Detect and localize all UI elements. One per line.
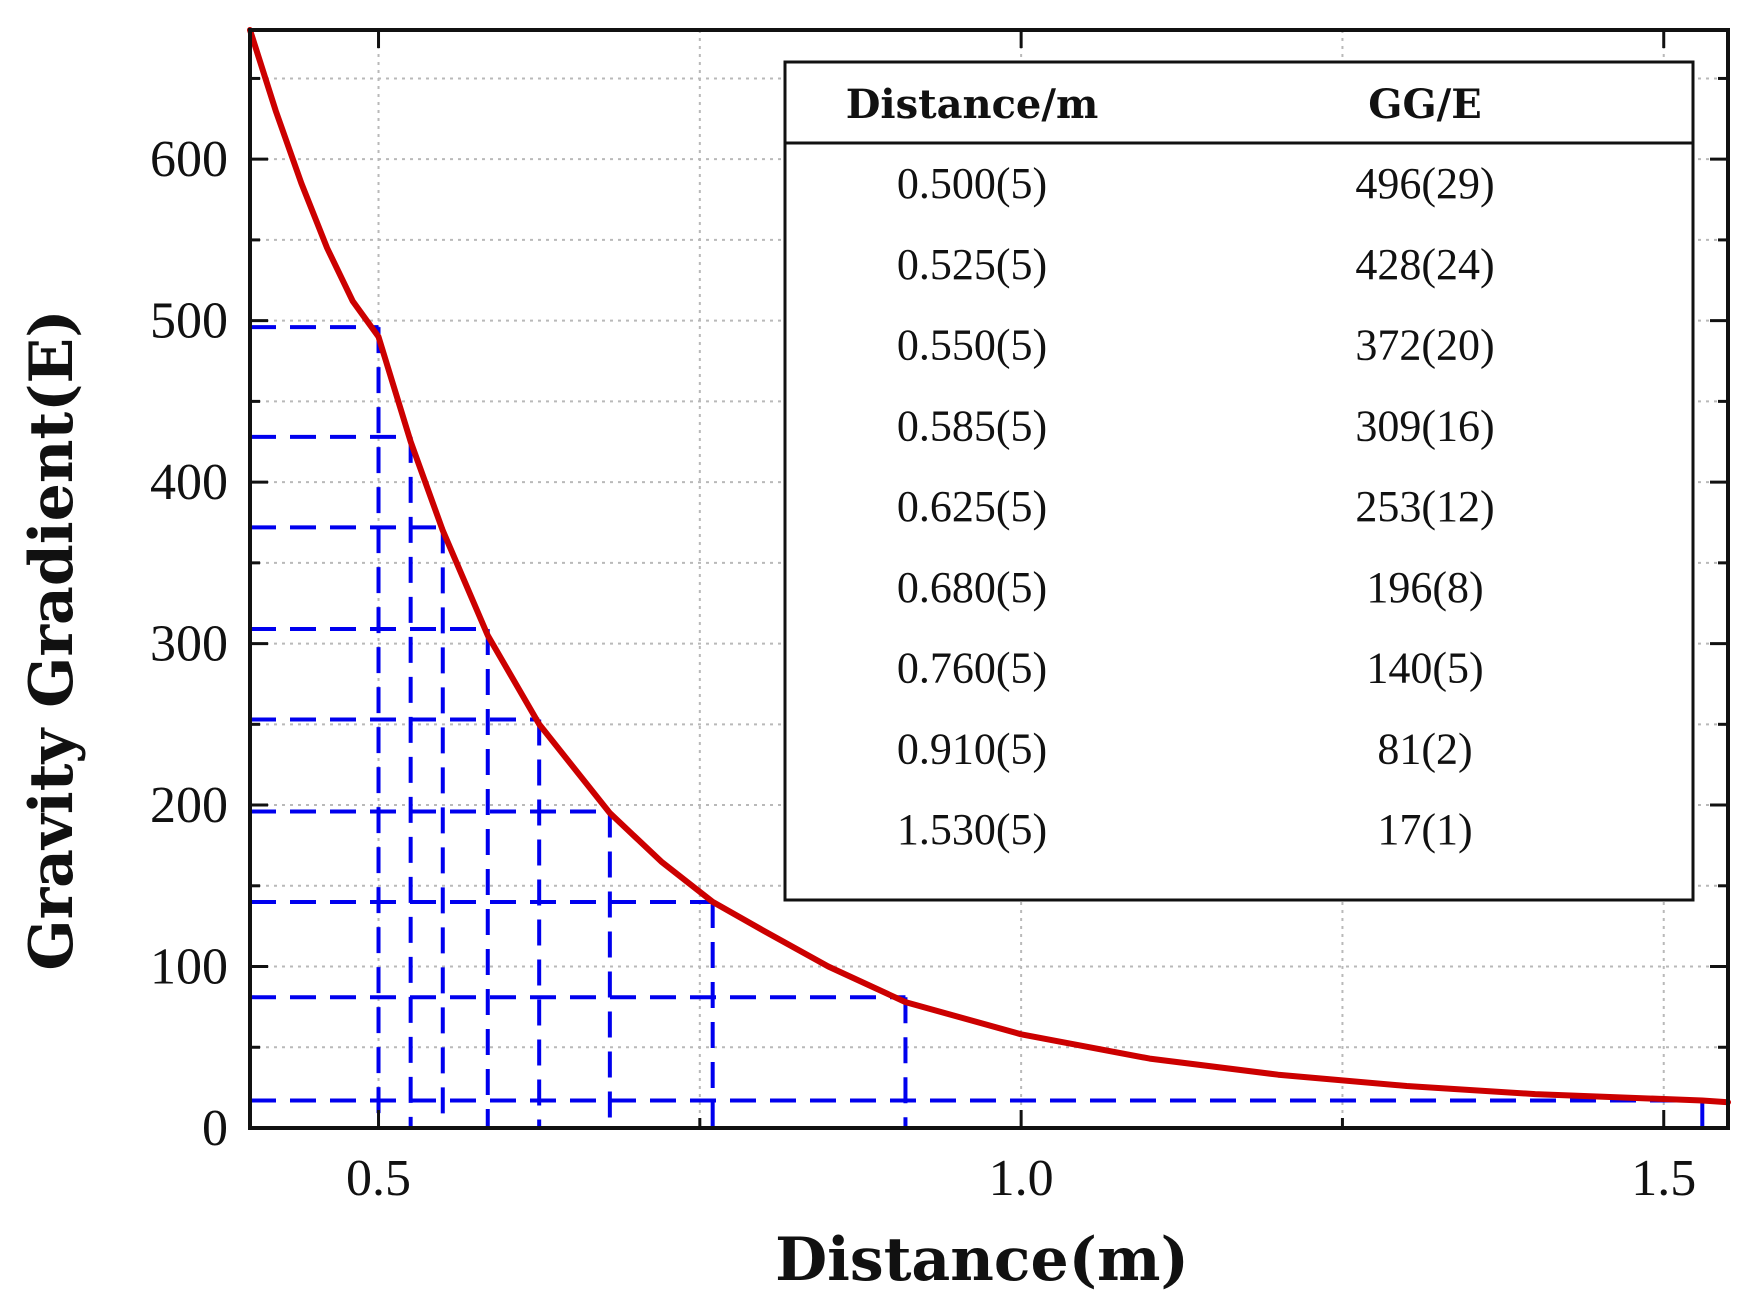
- table-cell: 0.625(5): [897, 482, 1047, 531]
- x-tick-label: 1.5: [1631, 1150, 1696, 1207]
- table-header-cell: Distance/m: [846, 81, 1099, 128]
- table-cell: 196(8): [1366, 563, 1483, 612]
- table-cell: 1.530(5): [897, 805, 1047, 854]
- table-cell: 0.500(5): [897, 159, 1047, 208]
- y-tick-label: 600: [150, 131, 228, 188]
- y-tick-label: 100: [150, 939, 228, 996]
- x-tick-label: 0.5: [346, 1150, 411, 1207]
- table-cell: 309(16): [1355, 401, 1494, 450]
- table-cell: 81(2): [1377, 724, 1472, 773]
- table-cell: 0.910(5): [897, 724, 1047, 773]
- data-table: Distance/m GG/E 0.500(5) 496(29) 0.525(5) 428…: [783, 60, 1695, 902]
- y-tick-label: 0: [202, 1100, 228, 1157]
- fit-curve: [247, 27, 1731, 1106]
- table-header-cell: GG/E: [1368, 81, 1481, 128]
- table-cell: 0.760(5): [897, 644, 1047, 693]
- table-box: [783, 60, 1695, 902]
- y-tick-label: 500: [150, 293, 228, 350]
- table-cell: 0.550(5): [897, 321, 1047, 370]
- table-cell: 0.585(5): [897, 401, 1047, 450]
- y-tick-label: 200: [150, 777, 228, 834]
- table-cell: 428(24): [1355, 240, 1494, 289]
- x-tick-label: 1.0: [989, 1150, 1054, 1207]
- y-tick-label: 400: [150, 454, 228, 511]
- table-cell: 0.680(5): [897, 563, 1047, 612]
- table-cell: 0.525(5): [897, 240, 1047, 289]
- table-cell: 496(29): [1355, 159, 1494, 208]
- x-axis-title: Distance(m): [775, 1225, 1189, 1295]
- table-cell: 253(12): [1355, 482, 1494, 531]
- table-cell: 17(1): [1377, 805, 1472, 854]
- plot-border: [248, 28, 1730, 1130]
- table-cell: 372(20): [1355, 321, 1494, 370]
- ticks: 0.5 1.0 1.5 0 100 200 300 400 500 600: [150, 30, 1728, 1207]
- fit-curve-group: [247, 27, 1731, 1106]
- y-tick-label: 300: [150, 616, 228, 673]
- table-cell: 140(5): [1366, 644, 1483, 693]
- guide-lines: [250, 325, 1705, 1128]
- plot-frame: [248, 28, 1730, 1130]
- y-axis-title: Gravity Gradient(E): [17, 309, 87, 970]
